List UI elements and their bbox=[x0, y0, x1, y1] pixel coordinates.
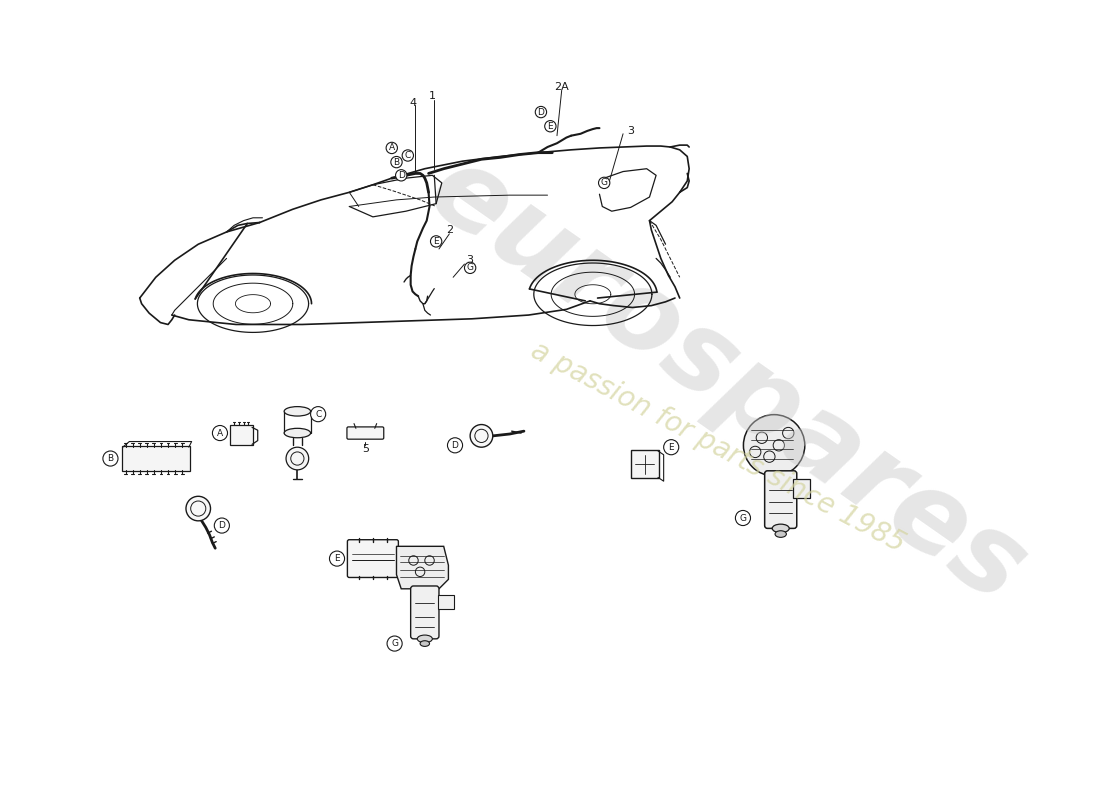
FancyBboxPatch shape bbox=[793, 479, 810, 498]
Text: B: B bbox=[108, 454, 113, 463]
Circle shape bbox=[386, 142, 397, 154]
Text: E: E bbox=[433, 237, 439, 246]
Text: 4: 4 bbox=[409, 98, 416, 108]
FancyBboxPatch shape bbox=[764, 471, 796, 528]
Circle shape bbox=[544, 121, 556, 132]
Text: 3: 3 bbox=[627, 126, 634, 136]
FancyBboxPatch shape bbox=[410, 586, 439, 639]
Text: B: B bbox=[394, 158, 399, 166]
Text: E: E bbox=[548, 122, 553, 130]
Circle shape bbox=[663, 440, 679, 454]
Circle shape bbox=[212, 426, 228, 441]
FancyBboxPatch shape bbox=[348, 540, 398, 578]
FancyBboxPatch shape bbox=[230, 425, 253, 446]
Ellipse shape bbox=[286, 447, 309, 470]
Ellipse shape bbox=[186, 496, 210, 521]
Circle shape bbox=[387, 636, 403, 651]
Ellipse shape bbox=[776, 530, 786, 538]
Circle shape bbox=[390, 157, 403, 168]
Text: E: E bbox=[669, 442, 674, 452]
Circle shape bbox=[598, 178, 609, 189]
Text: A: A bbox=[217, 429, 223, 438]
Text: C: C bbox=[405, 151, 411, 160]
Circle shape bbox=[403, 150, 414, 161]
Text: D: D bbox=[538, 107, 544, 117]
Text: 5: 5 bbox=[362, 444, 369, 454]
Circle shape bbox=[736, 510, 750, 526]
Text: 2A: 2A bbox=[554, 82, 569, 91]
Circle shape bbox=[464, 262, 476, 274]
Text: G: G bbox=[392, 639, 398, 648]
Text: 2: 2 bbox=[446, 225, 453, 235]
Ellipse shape bbox=[420, 641, 429, 646]
Text: G: G bbox=[466, 263, 474, 272]
Text: A: A bbox=[388, 143, 395, 153]
Ellipse shape bbox=[284, 428, 310, 438]
Text: C: C bbox=[315, 410, 321, 418]
Circle shape bbox=[430, 236, 442, 247]
Text: 1: 1 bbox=[429, 91, 436, 101]
Circle shape bbox=[310, 406, 326, 422]
Ellipse shape bbox=[744, 414, 805, 476]
Polygon shape bbox=[396, 546, 449, 589]
Circle shape bbox=[103, 451, 118, 466]
FancyBboxPatch shape bbox=[346, 427, 384, 439]
Text: D: D bbox=[398, 171, 405, 180]
Circle shape bbox=[536, 106, 547, 118]
Ellipse shape bbox=[470, 425, 493, 447]
FancyBboxPatch shape bbox=[438, 595, 454, 609]
Text: D: D bbox=[219, 521, 225, 530]
Ellipse shape bbox=[417, 635, 432, 642]
FancyBboxPatch shape bbox=[630, 450, 659, 478]
FancyBboxPatch shape bbox=[122, 446, 190, 471]
Text: 3: 3 bbox=[466, 255, 474, 266]
Circle shape bbox=[396, 170, 407, 181]
Text: G: G bbox=[601, 178, 607, 187]
Text: a passion for parts since 1985: a passion for parts since 1985 bbox=[526, 336, 910, 558]
Ellipse shape bbox=[284, 406, 310, 416]
Text: eurospares: eurospares bbox=[408, 136, 1045, 626]
Text: G: G bbox=[739, 514, 747, 522]
Text: D: D bbox=[452, 441, 459, 450]
Ellipse shape bbox=[772, 524, 789, 533]
Circle shape bbox=[330, 551, 344, 566]
Text: E: E bbox=[334, 554, 340, 563]
Circle shape bbox=[448, 438, 463, 453]
Circle shape bbox=[214, 518, 230, 533]
